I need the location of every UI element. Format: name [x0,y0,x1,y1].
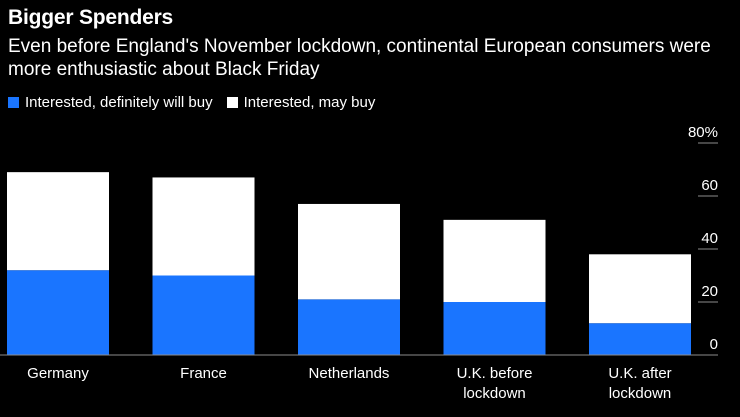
bar-1-may [152,177,255,276]
legend-item-definitely: Interested, definitely will buy [8,94,213,111]
legend-swatch-definitely [8,97,19,108]
bar-3-definitely [443,302,546,355]
bar-4-definitely [589,323,691,355]
legend: Interested, definitely will buy Interest… [8,94,389,111]
x-category-label-4: U.K. after lockdown [608,365,671,402]
x-category-label-3: U.K. before lockdown [457,365,533,402]
x-category-label-0: Germany [27,365,89,382]
bar-1-definitely [152,275,255,355]
bar-0-definitely [7,270,109,355]
y-tick-label-80: 80% [688,124,718,141]
y-tick-label-20: 20 [701,283,718,300]
x-category-label-2: Netherlands [309,365,390,382]
y-tick-label-60: 60 [701,177,718,194]
legend-label-definitely: Interested, definitely will buy [25,94,213,111]
x-category-label-1: France [180,365,227,382]
bar-2-may [298,203,400,300]
legend-item-may: Interested, may buy [226,94,376,111]
chart-title: Bigger Spenders [8,6,174,29]
bar-4-may [589,254,691,324]
legend-swatch-may [226,97,238,108]
y-tick-label-40: 40 [701,230,718,247]
bar-3-may [443,219,546,302]
bar-2-definitely [298,299,400,355]
y-tick-label-0: 0 [710,336,718,353]
bar-0-may [7,172,109,271]
legend-label-may: Interested, may buy [243,94,376,111]
chart-subtitle: Even before England's November lockdown,… [8,36,711,80]
